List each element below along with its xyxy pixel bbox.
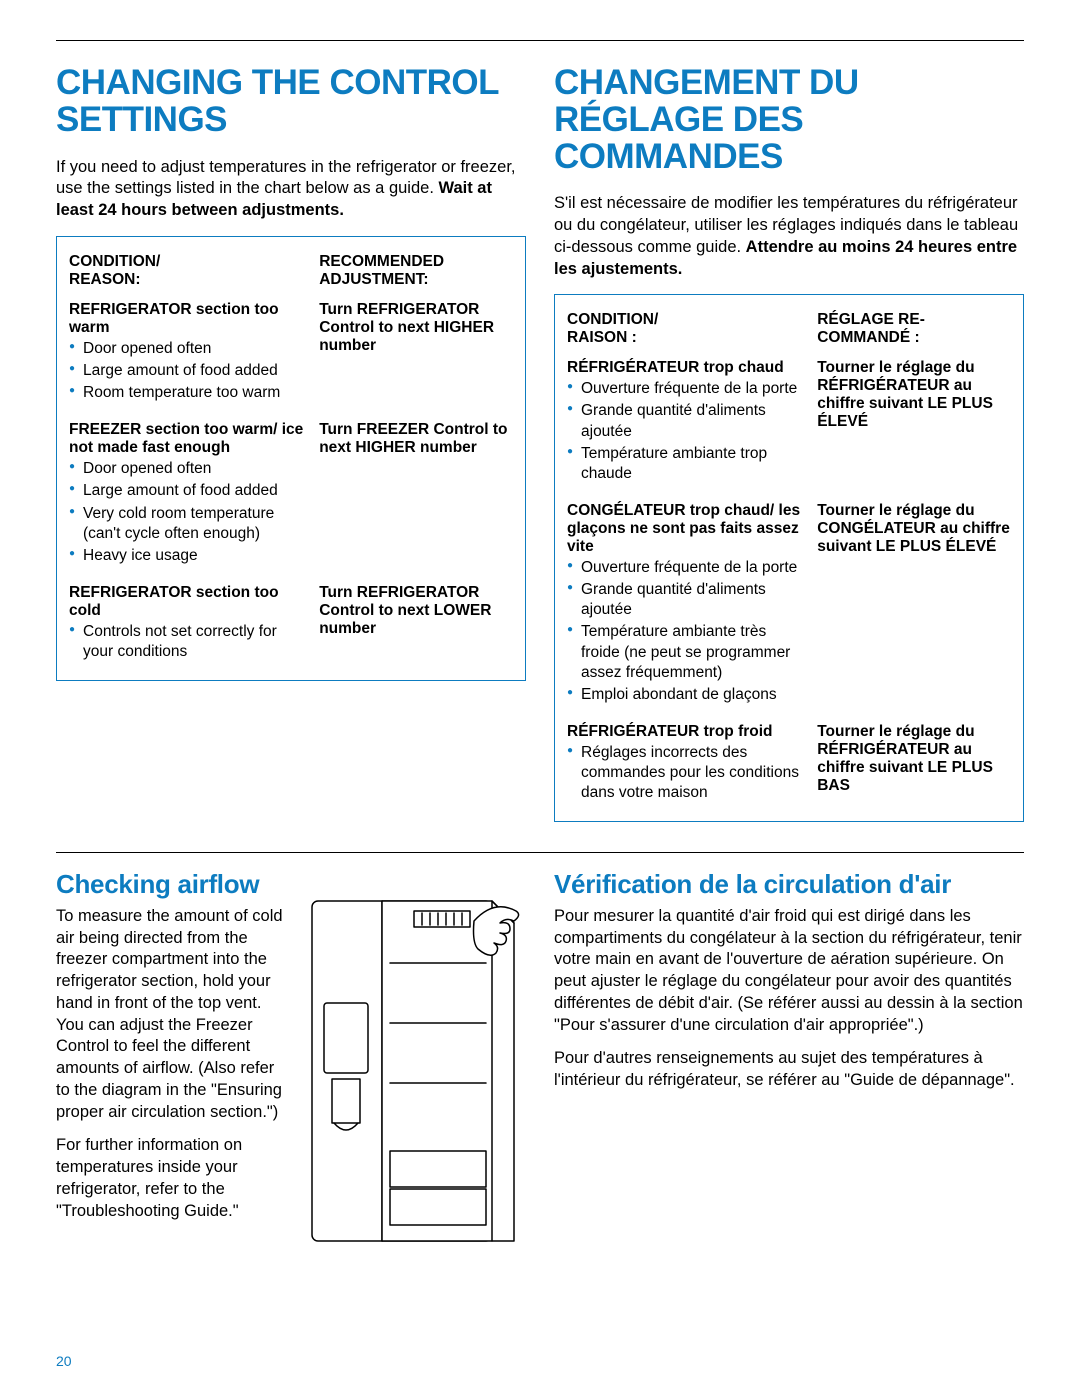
table-row: REFRIGERATOR section too warmDoor opened… (69, 295, 513, 411)
bullet-item: Température ambiante trop chaude (567, 444, 809, 484)
condition-bullets: Ouverture fréquente de la porteGrande qu… (567, 379, 809, 484)
condition-cell: REFRIGERATOR section too coldControls no… (69, 584, 311, 664)
title-french: CHANGEMENT DU RÉGLAGE DES COMMANDES (554, 65, 1024, 175)
intro-french: S'il est nécessaire de modifier les temp… (554, 193, 1024, 280)
condition-title: FREEZER section too warm/ ice not made f… (69, 421, 311, 457)
bullet-item: Réglages incorrects des commandes pour l… (567, 743, 809, 803)
table-body-french: RÉFRIGÉRATEUR trop chaud Ouverture fréque… (567, 353, 1011, 811)
condition-title: REFRIGERATOR section too cold (69, 584, 311, 620)
bullet-item: Very cold room temperature (can't cycle … (69, 504, 311, 544)
condition-cell: RÉFRIGÉRATEUR trop froid Réglages incorre… (567, 723, 809, 805)
condition-bullets: Réglages incorrects des commandes pour l… (567, 743, 809, 803)
bullet-item: Door opened often (69, 339, 311, 359)
hdr-condition: CONDITION/ REASON: (69, 253, 311, 289)
hdr-adjust: RECOMMENDED ADJUSTMENT: (319, 253, 513, 289)
rule-mid (56, 852, 1024, 853)
main-columns: CHANGING THE CONTROL SETTINGS If you nee… (56, 65, 1024, 822)
table-row: RÉFRIGÉRATEUR trop chaud Ouverture fréque… (567, 353, 1011, 492)
condition-title: RÉFRIGÉRATEUR trop chaud (567, 359, 809, 377)
airflow-p2-en: For further information on temperatures … (56, 1135, 284, 1222)
table-english: CONDITION/ REASON: RECOMMENDED ADJUSTMEN… (56, 236, 526, 681)
airflow-english: Checking airflow To measure the amount o… (56, 867, 526, 1253)
condition-bullets: Controls not set correctly for your cond… (69, 622, 311, 662)
bullet-item: Room temperature too warm (69, 383, 311, 403)
airflow-french: Vérification de la circulation d'air Pou… (554, 867, 1024, 1253)
table-row: FREEZER section too warm/ ice not made f… (69, 415, 513, 574)
adjustment-cell: Tourner le réglage du RÉFRIGÉRATEUR au c… (817, 723, 1011, 805)
adjustment-cell: Turn REFRIGERATOR Control to next HIGHER… (319, 301, 513, 405)
airflow-p1-fr: Pour mesurer la quantité d'air froid qui… (554, 906, 1024, 1037)
bullet-item: Ouverture fréquente de la porte (567, 558, 809, 578)
bullet-item: Grande quantité d'aliments ajoutée (567, 401, 809, 441)
airflow-title-fr: Vérification de la circulation d'air (554, 867, 1024, 901)
bullet-item: Heavy ice usage (69, 546, 311, 566)
bullet-item: Emploi abondant de glaçons (567, 685, 809, 705)
bullet-item: Ouverture fréquente de la porte (567, 379, 809, 399)
bullet-item: Large amount of food added (69, 481, 311, 501)
bullet-item: Door opened often (69, 459, 311, 479)
hdr-condition: CONDITION/ RAISON : (567, 311, 809, 347)
bullet-item: Large amount of food added (69, 361, 311, 381)
adjustment-cell: Turn FREEZER Control to next HIGHER numb… (319, 421, 513, 568)
condition-cell: RÉFRIGÉRATEUR trop chaud Ouverture fréque… (567, 359, 809, 486)
table-row: RÉFRIGÉRATEUR trop froid Réglages incorre… (567, 717, 1011, 811)
condition-cell: CONGÉLATEUR trop chaud/ les glaçons ne s… (567, 502, 809, 707)
refrigerator-diagram-icon (304, 893, 524, 1253)
airflow-diagram (302, 867, 526, 1253)
rule-top (56, 40, 1024, 41)
column-french: CHANGEMENT DU RÉGLAGE DES COMMANDES S'il… (554, 65, 1024, 822)
adjustment-cell: Turn REFRIGERATOR Control to next LOWER … (319, 584, 513, 664)
condition-bullets: Door opened oftenLarge amount of food ad… (69, 459, 311, 566)
condition-bullets: Ouverture fréquente de la porteGrande qu… (567, 558, 809, 705)
condition-title: REFRIGERATOR section too warm (69, 301, 311, 337)
table-french: CONDITION/ RAISON : RÉGLAGE RE- COMMANDÉ… (554, 294, 1024, 822)
airflow-p2-fr: Pour d'autres renseignements au sujet de… (554, 1048, 1024, 1092)
condition-bullets: Door opened oftenLarge amount of food ad… (69, 339, 311, 403)
hdr-adjust: RÉGLAGE RE- COMMANDÉ : (817, 311, 1011, 347)
table-row: CONGÉLATEUR trop chaud/ les glaçons ne s… (567, 496, 1011, 713)
table-header-row: CONDITION/ RAISON : RÉGLAGE RE- COMMANDÉ… (567, 305, 1011, 353)
title-english: CHANGING THE CONTROL SETTINGS (56, 65, 526, 139)
airflow-p1-en: To measure the amount of cold air being … (56, 906, 284, 1124)
adjustment-cell: Tourner le réglage du RÉFRIGÉRATEUR au c… (817, 359, 1011, 486)
condition-cell: FREEZER section too warm/ ice not made f… (69, 421, 311, 568)
bullet-item: Grande quantité d'aliments ajoutée (567, 580, 809, 620)
intro-english: If you need to adjust temperatures in th… (56, 157, 526, 222)
column-english: CHANGING THE CONTROL SETTINGS If you nee… (56, 65, 526, 822)
airflow-title-en: Checking airflow (56, 867, 284, 901)
adjustment-cell: Tourner le réglage du CONGÉLATEUR au chi… (817, 502, 1011, 707)
table-body-english: REFRIGERATOR section too warmDoor opened… (69, 295, 513, 670)
condition-title: RÉFRIGÉRATEUR trop froid (567, 723, 809, 741)
page-number: 20 (56, 1353, 72, 1369)
condition-cell: REFRIGERATOR section too warmDoor opened… (69, 301, 311, 405)
table-row: REFRIGERATOR section too coldControls no… (69, 578, 513, 670)
airflow-columns: Checking airflow To measure the amount o… (56, 867, 1024, 1253)
table-header-row: CONDITION/ REASON: RECOMMENDED ADJUSTMEN… (69, 247, 513, 295)
condition-title: CONGÉLATEUR trop chaud/ les glaçons ne s… (567, 502, 809, 556)
bullet-item: Controls not set correctly for your cond… (69, 622, 311, 662)
airflow-section: Checking airflow To measure the amount o… (56, 852, 1024, 1253)
bullet-item: Température ambiante très froide (ne peu… (567, 622, 809, 682)
